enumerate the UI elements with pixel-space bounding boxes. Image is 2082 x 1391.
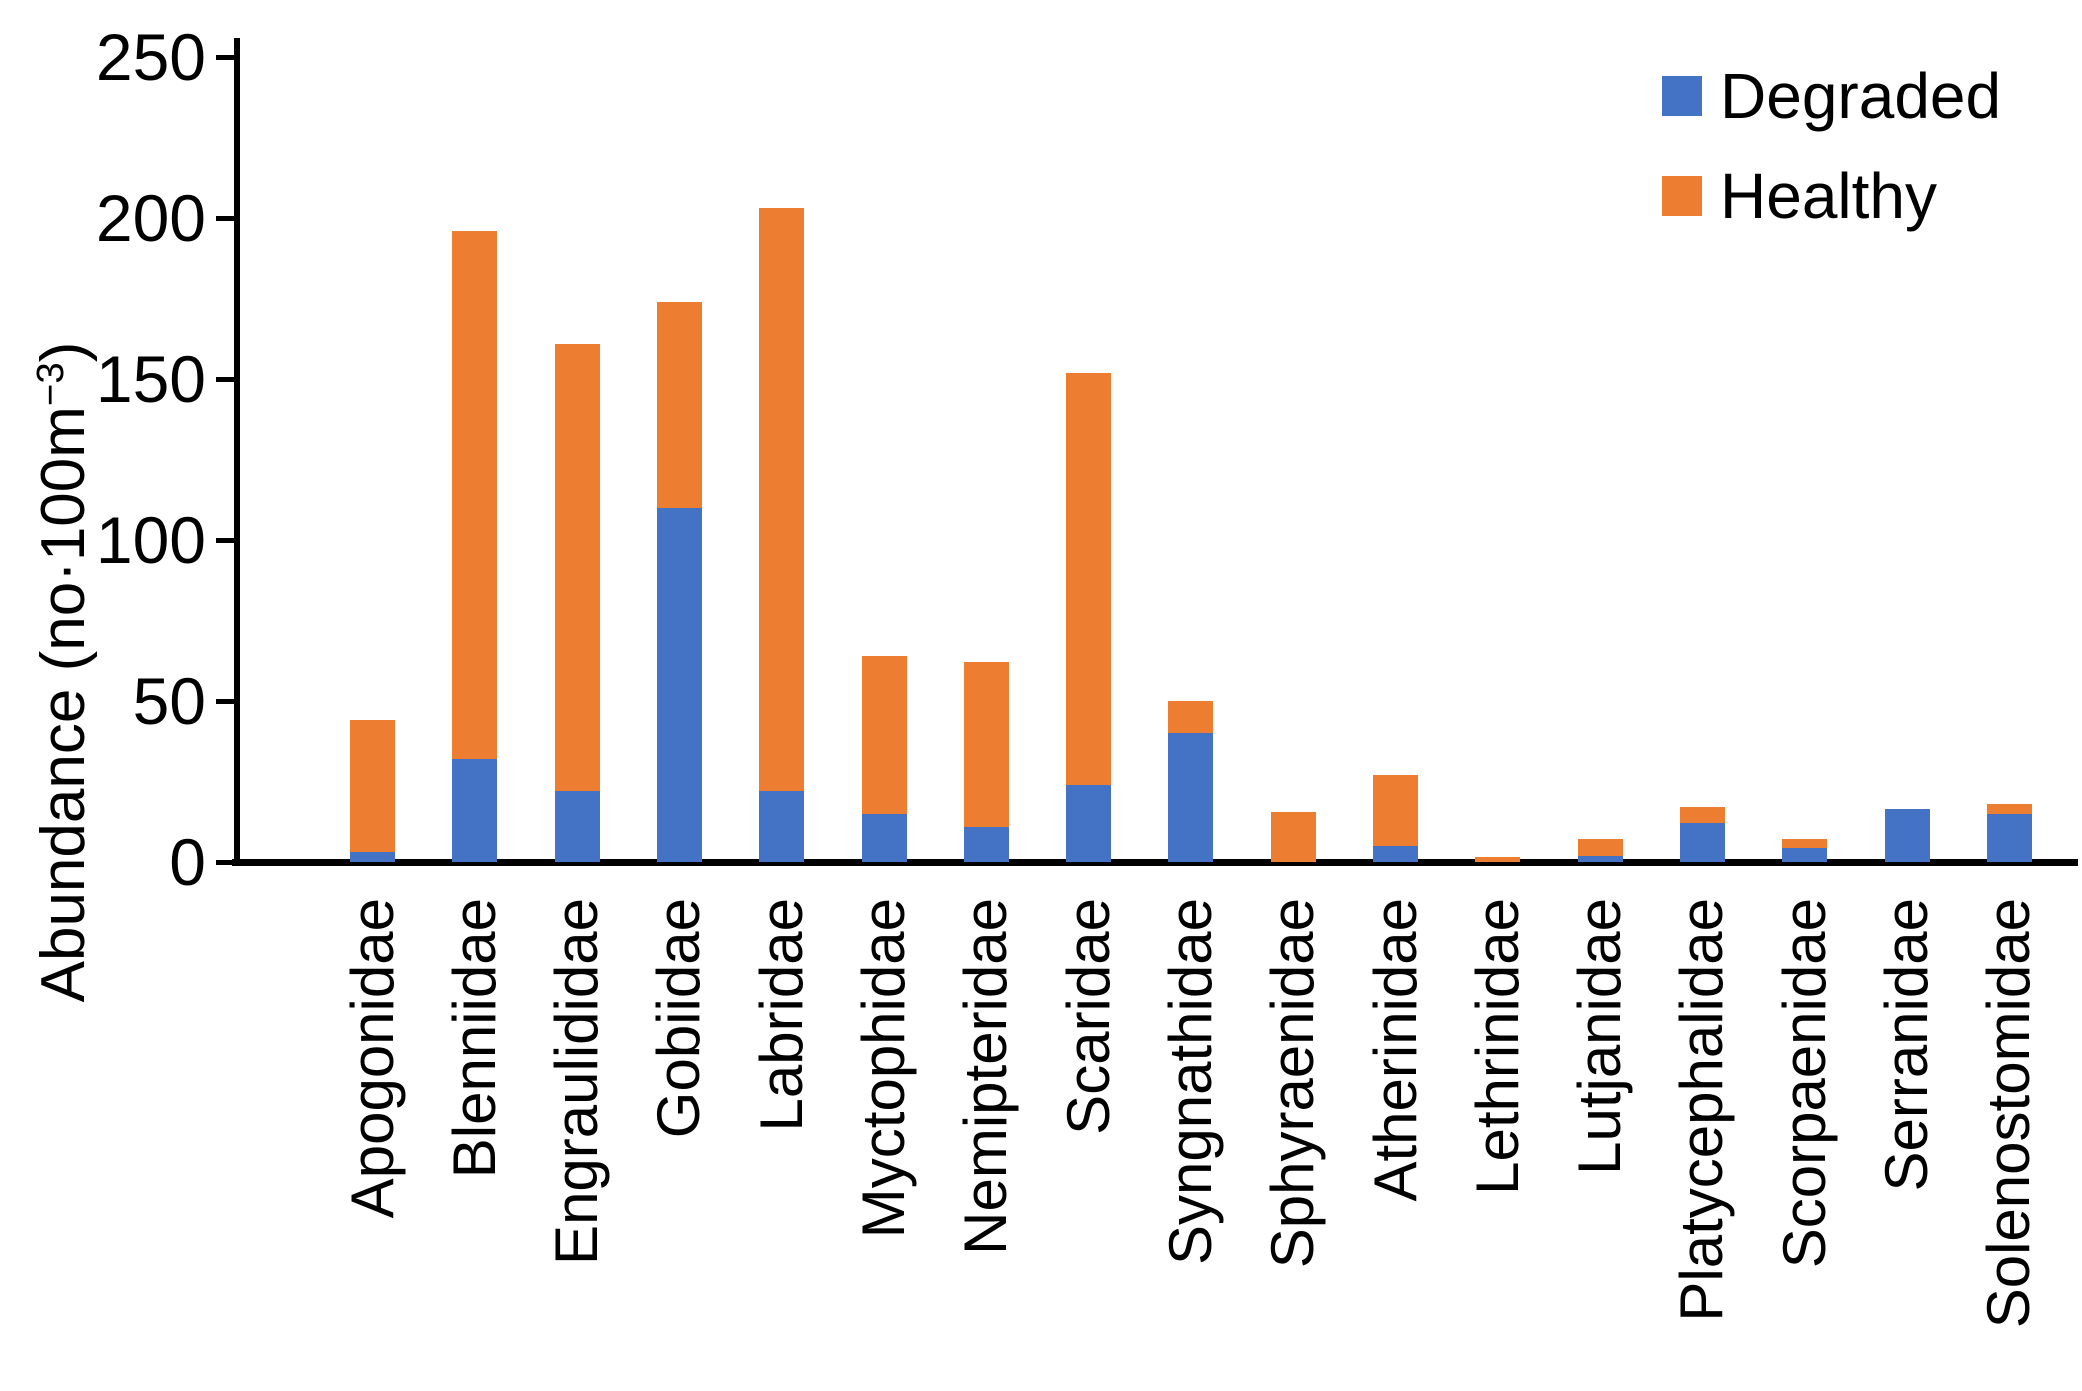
y-axis-line <box>234 38 240 866</box>
solenostomidae-degraded-segment <box>1986 813 2032 862</box>
y-axis-tick-label-200: 200 <box>95 181 206 255</box>
y-axis-tick-label-250: 250 <box>95 20 206 94</box>
x-axis-label-blenniidae: Blenniidae <box>440 898 508 1179</box>
x-axis-label-scaridae: Scaridae <box>1054 898 1122 1135</box>
gobiidae-healthy-segment <box>656 301 702 508</box>
platycephalidae-healthy-segment <box>1679 807 1725 824</box>
y-axis-tick-200 <box>216 215 240 221</box>
x-axis-line <box>232 859 2078 866</box>
legend-item-degraded: Degraded <box>1662 64 2001 128</box>
serranidae-degraded-segment <box>1884 808 1930 862</box>
myctophidae-healthy-segment <box>861 655 907 814</box>
scaridae-degraded-segment <box>1066 784 1112 862</box>
x-axis-label-syngnathidae: Syngnathidae <box>1156 898 1224 1265</box>
labridae-degraded-segment <box>759 791 805 862</box>
labridae-healthy-segment <box>759 208 805 792</box>
x-axis-label-nemipteridae: Nemipteridae <box>952 898 1020 1255</box>
y-axis-tick-0 <box>216 859 240 865</box>
scorpaenidae-healthy-segment <box>1782 839 1828 848</box>
apogonidae-degraded-segment <box>350 852 395 862</box>
legend-label-healthy: Healthy <box>1720 160 1937 232</box>
lutjanidae-degraded-segment <box>1577 855 1623 862</box>
platycephalidae-degraded-segment <box>1679 823 1725 862</box>
syngnathidae-healthy-segment <box>1168 701 1214 734</box>
blenniidae-degraded-segment <box>452 758 498 862</box>
y-axis-tick-label-0: 0 <box>169 825 206 899</box>
x-axis-label-platycephalidae: Platycephalidae <box>1668 898 1736 1322</box>
x-axis-label-engraulididae: Engraulididae <box>543 898 611 1265</box>
lutjanidae-healthy-segment <box>1577 839 1623 856</box>
y-axis-tick-label-50: 50 <box>132 664 206 738</box>
healthy-legend-swatch-icon <box>1662 176 1702 216</box>
x-axis-label-atherinidae: Atherinidae <box>1361 898 1429 1202</box>
scaridae-healthy-segment <box>1066 372 1112 785</box>
legend-label-degraded: Degraded <box>1720 60 2002 132</box>
atherinidae-degraded-segment <box>1373 845 1418 862</box>
x-axis-label-gobiidae: Gobiidae <box>645 898 713 1139</box>
myctophidae-degraded-segment <box>861 813 907 862</box>
nemipteridae-healthy-segment <box>963 662 1009 827</box>
x-axis-label-scorpaenidae: Scorpaenidae <box>1770 898 1838 1269</box>
y-axis-tick-250 <box>216 54 240 60</box>
degraded-legend-swatch-icon <box>1662 76 1702 116</box>
x-axis-label-lethrinidae: Lethrinidae <box>1463 898 1531 1195</box>
apogonidae-healthy-segment <box>350 720 395 853</box>
blenniidae-healthy-segment <box>452 230 498 759</box>
x-axis-label-sphyraenidae: Sphyraenidae <box>1259 898 1327 1269</box>
legend-item-healthy: Healthy <box>1662 164 2001 228</box>
y-axis-tick-label-100: 100 <box>95 503 206 577</box>
scorpaenidae-degraded-segment <box>1782 847 1828 862</box>
syngnathidae-degraded-segment <box>1168 733 1214 862</box>
y-axis-tick-150 <box>216 376 240 382</box>
atherinidae-healthy-segment <box>1373 775 1418 846</box>
y-axis-tick-label-150: 150 <box>95 342 206 416</box>
engraulididae-degraded-segment <box>554 791 600 862</box>
lethrinidae-healthy-segment <box>1475 857 1521 862</box>
x-axis-label-lutjanidae: Lutjanidae <box>1566 898 1634 1175</box>
sphyraenidae-healthy-segment <box>1270 812 1316 862</box>
x-axis-label-serranidae: Serranidae <box>1873 898 1940 1192</box>
legend: Degraded Healthy <box>1662 64 2001 264</box>
x-axis-label-solenostomidae: Solenostomidae <box>1975 898 2043 1329</box>
y-axis-tick-50 <box>216 698 240 704</box>
x-axis-label-myctophidae: Myctophidae <box>850 898 917 1239</box>
engraulididae-healthy-segment <box>554 343 600 792</box>
solenostomidae-healthy-segment <box>1986 804 2032 814</box>
x-axis-label-apogonidae: Apogonidae <box>338 898 406 1219</box>
y-axis-tick-100 <box>216 537 240 543</box>
nemipteridae-degraded-segment <box>963 826 1009 862</box>
gobiidae-degraded-segment <box>656 507 702 862</box>
x-axis-label-labridae: Labridae <box>747 898 815 1132</box>
